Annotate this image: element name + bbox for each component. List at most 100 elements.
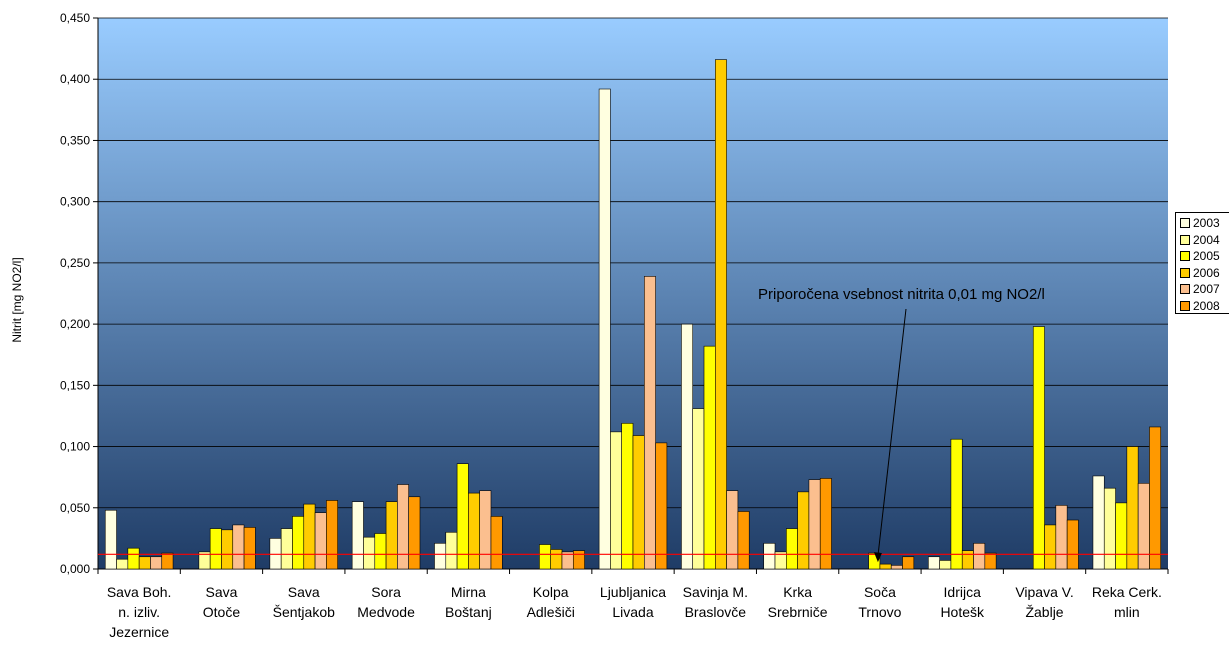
bar — [314, 512, 327, 570]
x-tick-label: Srebrniče — [768, 604, 828, 620]
bar — [973, 542, 986, 570]
x-tick-label: Ljubljanica — [600, 584, 666, 600]
bar — [490, 516, 503, 570]
bar — [1066, 519, 1079, 570]
bar — [928, 556, 940, 570]
x-tick-label: Sava Boh. — [107, 584, 172, 600]
bar — [643, 276, 656, 570]
x-tick-label: Adlešiči — [527, 604, 575, 620]
legend-item: 2004 — [1180, 233, 1220, 247]
bar — [572, 550, 585, 570]
bar — [737, 511, 750, 570]
y-tick-label: 0,200 — [60, 317, 90, 331]
legend-swatch — [1180, 234, 1190, 245]
bar — [902, 556, 915, 570]
y-tick-label: 0,400 — [60, 72, 90, 86]
bar — [138, 556, 151, 570]
y-tick-label: 0,100 — [60, 440, 90, 454]
y-tick-label: 0,050 — [60, 501, 90, 515]
legend-label: 2007 — [1193, 282, 1220, 296]
legend-swatch — [1180, 284, 1190, 294]
x-tick-label: Savinja M. — [683, 584, 748, 600]
bar — [161, 552, 174, 570]
bar — [868, 552, 881, 570]
x-tick-label: n. izliv. — [118, 604, 160, 620]
bar — [879, 563, 892, 570]
x-tick-label: Otoče — [203, 604, 241, 620]
bar — [303, 503, 316, 570]
bar — [209, 528, 222, 570]
legend-label: 2003 — [1193, 216, 1220, 230]
x-tick-label: Mirna — [451, 584, 486, 600]
x-tick-label: Braslovče — [685, 604, 747, 620]
bar — [681, 323, 694, 570]
y-tick-label: 0,450 — [60, 11, 90, 25]
bar — [468, 492, 480, 570]
bar — [984, 552, 997, 570]
legend-item: 2003 — [1180, 216, 1220, 230]
bar — [703, 345, 716, 570]
bar — [127, 547, 140, 570]
bar — [610, 431, 623, 570]
x-tick-label: Sora — [371, 584, 401, 600]
x-tick-label: Livada — [612, 604, 653, 620]
bar — [269, 538, 282, 570]
legend-swatch — [1180, 300, 1190, 311]
legend: 2003 2004 2005 2006 2007 2008 — [1175, 212, 1229, 314]
bar — [243, 527, 256, 570]
bar — [1055, 505, 1068, 570]
bar — [961, 550, 974, 570]
bar — [763, 542, 776, 570]
legend-item: 2005 — [1180, 249, 1220, 263]
bar — [692, 408, 705, 570]
x-tick-label: Sava — [288, 584, 320, 600]
x-tick-label: Jezernice — [109, 624, 169, 640]
bar — [408, 496, 421, 570]
bar — [479, 490, 492, 570]
x-tick-label: Žablje — [1025, 604, 1063, 620]
x-tick-label: Šentjakob — [273, 604, 335, 620]
bar — [292, 516, 305, 570]
bar — [1149, 426, 1162, 570]
bar — [374, 533, 387, 570]
bar — [786, 528, 798, 570]
y-tick-label: 0,300 — [60, 195, 90, 209]
legend-swatch — [1180, 251, 1190, 261]
bar — [890, 565, 903, 570]
x-tick-label: Hotešk — [940, 604, 985, 620]
bar — [632, 435, 645, 570]
annotation-arrowhead — [873, 552, 882, 563]
bar — [1126, 446, 1139, 570]
bar — [116, 558, 129, 570]
bar — [621, 422, 634, 570]
y-axis-title: Nitrit [mg NO2/l] — [10, 257, 24, 343]
bar — [939, 560, 952, 570]
bar — [950, 438, 963, 570]
x-tick-label: Sava — [206, 584, 238, 600]
bar — [351, 501, 364, 570]
bar — [797, 491, 810, 570]
bar — [280, 528, 293, 570]
bar — [1032, 326, 1045, 570]
x-tick-label: Reka Cerk. — [1092, 584, 1162, 600]
legend-item: 2008 — [1180, 299, 1220, 313]
bar — [363, 536, 376, 570]
bar — [434, 542, 447, 570]
x-tick-label: Idrijca — [944, 584, 982, 600]
legend-label: 2004 — [1193, 232, 1220, 247]
legend-label: 2006 — [1193, 265, 1220, 280]
bar — [221, 529, 234, 570]
bar — [1137, 482, 1150, 570]
bar — [232, 524, 245, 570]
bar — [1044, 524, 1057, 570]
bar — [808, 479, 821, 570]
x-tick-label: Krka — [783, 584, 812, 600]
legend-label: 2008 — [1193, 298, 1220, 313]
legend-item: 2006 — [1180, 266, 1220, 280]
legend-swatch — [1180, 267, 1190, 278]
legend-label: 2005 — [1193, 249, 1220, 263]
bar — [326, 500, 338, 570]
y-tick-label: 0,150 — [60, 378, 90, 392]
x-tick-label: Kolpa — [533, 584, 569, 600]
